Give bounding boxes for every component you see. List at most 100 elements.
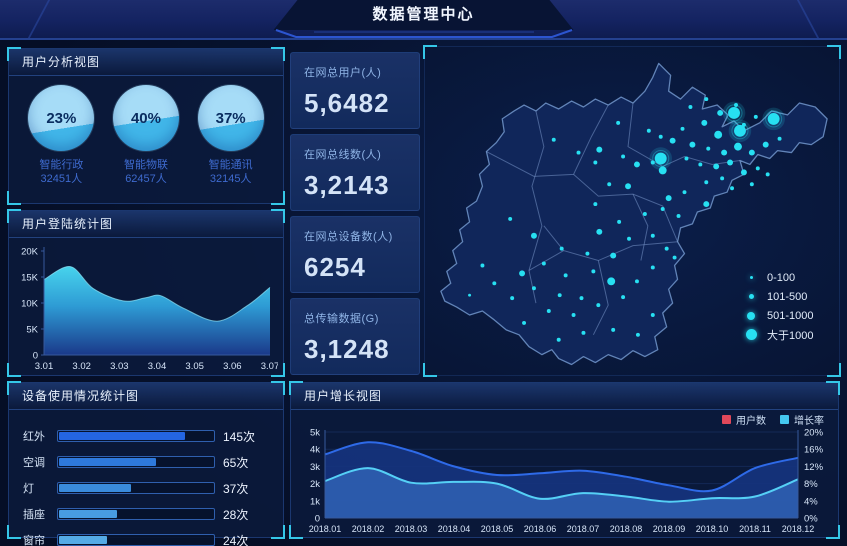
- header-bar: 数据管理中心: [0, 0, 847, 40]
- svg-text:3.02: 3.02: [72, 361, 91, 372]
- legend-dot-icon: [747, 311, 755, 320]
- map-legend: 0-100 101-500 501-1000 大于1000: [744, 268, 814, 344]
- panel-corner-accent: [826, 525, 840, 539]
- panel-user-growth: 用户增长视图 用户数 增长率 0 1k 2k 3k 4k 5k 0% 4% 8% 12% 16% 20%…: [289, 381, 840, 539]
- panel-corner-accent: [289, 525, 303, 539]
- bar-row: 红外 145次: [23, 423, 269, 449]
- panel-corner-accent: [7, 363, 21, 377]
- legend-dot-icon: [748, 294, 754, 299]
- kpi-label: 在网总线数(人): [304, 149, 382, 161]
- map-legend-item: 501-1000: [744, 306, 814, 325]
- legend-dot-box: [744, 294, 758, 299]
- title-underline-decoration: [275, 29, 572, 38]
- bar-value-label: 65次: [223, 455, 249, 470]
- legend-label: 增长率: [794, 416, 824, 427]
- svg-text:2018.05: 2018.05: [481, 524, 514, 534]
- legend-item-增长率[interactable]: 增长率: [780, 412, 824, 427]
- panel-corner-accent: [271, 363, 285, 377]
- panel-user-analysis: 用户分析视图 23% 智能行政 32451人 40% 智能物联 62457人 3…: [7, 47, 285, 205]
- bar-track: [57, 430, 215, 442]
- legend-dot-box: [744, 311, 758, 320]
- kpi-card-total-users: 在网总用户(人) 5,6482: [290, 52, 420, 129]
- legend-swatch: [722, 415, 731, 424]
- bar-fill: [59, 510, 117, 518]
- gauge-admin: 23% 智能行政 32451人: [21, 85, 101, 186]
- gauge-percent: 37%: [215, 109, 246, 127]
- bar-fill: [59, 432, 186, 440]
- svg-text:5K: 5K: [26, 325, 38, 336]
- svg-text:2018.04: 2018.04: [438, 524, 471, 534]
- svg-text:0%: 0%: [804, 514, 818, 525]
- kpi-label: 在网总设备数(人): [304, 231, 393, 243]
- gauge-count: 32145人: [209, 173, 252, 185]
- gauge-name: 智能行政: [39, 159, 84, 171]
- svg-text:2018.09: 2018.09: [653, 524, 686, 534]
- bar-value-label: 37次: [223, 481, 249, 496]
- bar-fill: [59, 458, 156, 466]
- map-dots: [468, 97, 785, 342]
- bar-value-label: 28次: [223, 507, 249, 522]
- kpi-label: 总传输数据(G): [304, 313, 379, 325]
- gauge-iot: 40% 智能物联 62457人: [106, 85, 186, 186]
- svg-text:5k: 5k: [310, 428, 320, 439]
- svg-text:2018.01: 2018.01: [309, 524, 342, 534]
- kpi-value: 5,6482: [304, 88, 390, 118]
- page-title: 数据管理中心: [273, 0, 574, 30]
- region-map: [440, 62, 828, 366]
- bar-track: [57, 534, 215, 546]
- gauge-name: 智能物联: [123, 159, 168, 171]
- svg-text:3.06: 3.06: [223, 361, 242, 372]
- bar-category-label: 窗帘: [23, 535, 45, 546]
- panel-corner-accent: [7, 209, 21, 223]
- legend-dot-icon: [749, 276, 753, 279]
- map-legend-item: 101-500: [744, 287, 814, 306]
- panel-corner-accent: [7, 525, 21, 539]
- legend-item-用户数[interactable]: 用户数: [722, 412, 766, 427]
- svg-text:2018.02: 2018.02: [352, 524, 385, 534]
- bar-row: 空调 65次: [23, 449, 269, 475]
- panel-corner-accent: [271, 191, 285, 205]
- svg-text:3.05: 3.05: [185, 361, 204, 372]
- svg-text:2018.07: 2018.07: [567, 524, 600, 534]
- bar-track: [57, 508, 215, 520]
- svg-text:2018.11: 2018.11: [739, 524, 771, 534]
- legend-size-label: 大于1000: [767, 329, 814, 342]
- svg-text:2018.06: 2018.06: [524, 524, 557, 534]
- panel-corner-accent: [271, 381, 285, 395]
- panel-title-user-growth: 用户增长视图: [291, 383, 838, 410]
- svg-text:20K: 20K: [21, 247, 39, 258]
- svg-text:20%: 20%: [804, 428, 824, 439]
- device-bars-list: 红外 145次 空调 65次灯 37次插座 28次窗帘 24次: [9, 410, 283, 546]
- svg-text:3.01: 3.01: [35, 361, 54, 372]
- bar-track: [57, 456, 215, 468]
- map-outline: [440, 62, 828, 366]
- svg-text:16%: 16%: [804, 445, 824, 456]
- bar-fill: [59, 536, 108, 544]
- legend-dot-icon: [745, 329, 757, 340]
- bar-row: 窗帘 24次: [23, 527, 269, 546]
- panel-corner-accent: [827, 363, 841, 377]
- bar-fill: [59, 484, 131, 492]
- svg-text:15K: 15K: [21, 273, 39, 284]
- svg-text:2018.10: 2018.10: [696, 524, 729, 534]
- panel-corner-accent: [826, 381, 840, 395]
- liquid-gauge-circle: 37%: [197, 85, 264, 151]
- panel-corner-accent: [271, 525, 285, 539]
- svg-text:2018.08: 2018.08: [610, 524, 643, 534]
- panel-corner-accent: [7, 191, 21, 205]
- panel-corner-accent: [289, 381, 303, 395]
- svg-text:2018.03: 2018.03: [395, 524, 428, 534]
- legend-label: 用户数: [736, 416, 766, 427]
- svg-text:0: 0: [315, 514, 320, 525]
- panel-corner-accent: [423, 363, 437, 377]
- gauge-count: 62457人: [125, 173, 167, 185]
- gauge-count: 32451人: [40, 173, 83, 185]
- svg-text:3.04: 3.04: [148, 361, 167, 372]
- kpi-value: 6254: [304, 252, 366, 282]
- map-legend-item: 0-100: [744, 268, 814, 287]
- gauge-comms: 37% 智能通讯 32145人: [191, 85, 271, 186]
- svg-text:1k: 1k: [310, 496, 320, 507]
- bar-category-label: 插座: [23, 509, 45, 521]
- bar-category-label: 灯: [23, 483, 34, 495]
